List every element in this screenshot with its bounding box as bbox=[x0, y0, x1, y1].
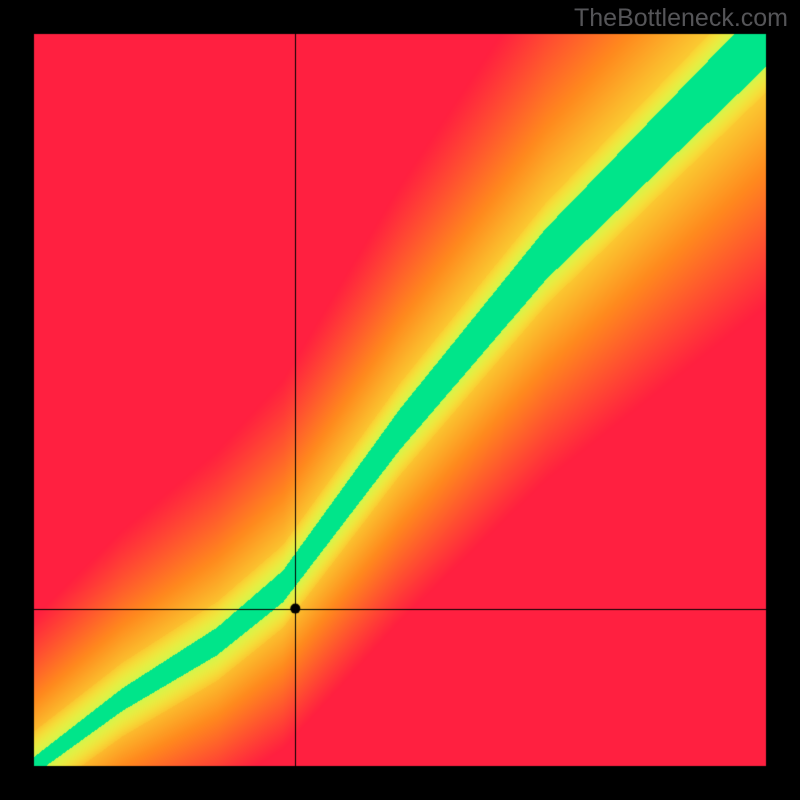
chart-container: TheBottleneck.com bbox=[0, 0, 800, 800]
heatmap-canvas bbox=[0, 0, 800, 800]
watermark-text: TheBottleneck.com bbox=[574, 4, 788, 33]
